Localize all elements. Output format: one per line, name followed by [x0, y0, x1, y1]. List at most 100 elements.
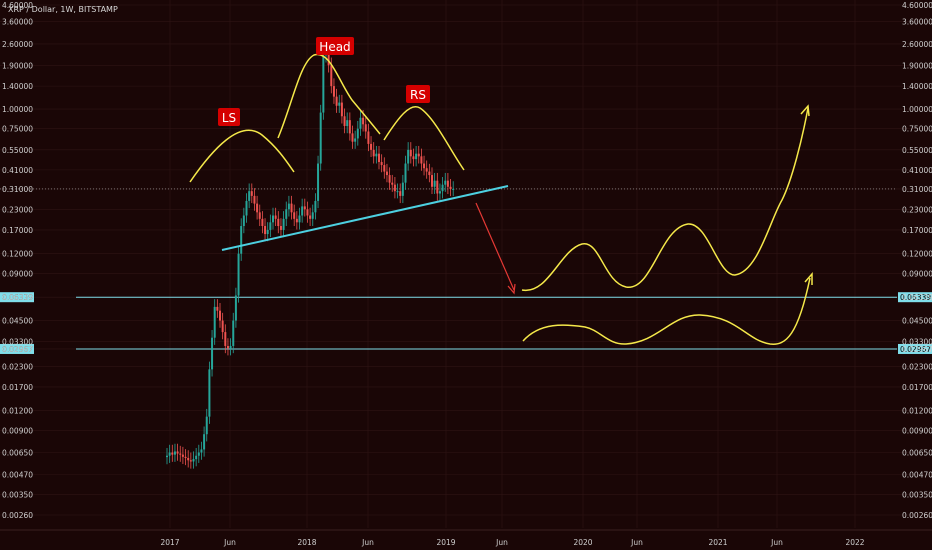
- svg-text:RS: RS: [410, 88, 426, 102]
- candle: [378, 145, 380, 170]
- x-tick-label: Jun: [223, 538, 236, 547]
- candle: [444, 172, 447, 192]
- x-tick-label: 2017: [160, 538, 179, 547]
- candle: [279, 218, 282, 238]
- y-tick-left: 3.60000: [2, 18, 33, 27]
- x-tick-label: Jun: [361, 538, 374, 547]
- y-tick-left: 0.00900: [2, 426, 33, 435]
- candle: [383, 157, 386, 179]
- x-tick-label: Jun: [770, 538, 783, 547]
- y-tick-left: 0.23000: [2, 205, 33, 214]
- x-tick-label: 2019: [436, 538, 455, 547]
- y-tick-right: 4.60000: [902, 1, 932, 10]
- candle: [311, 204, 314, 227]
- candle: [367, 123, 370, 152]
- y-tick-left: 0.03300: [2, 338, 33, 347]
- candle: [399, 183, 402, 204]
- candle: [274, 207, 277, 227]
- y-tick-left: 0.75000: [2, 125, 33, 134]
- candle: [171, 444, 174, 462]
- y-tick-right: 3.60000: [902, 18, 932, 27]
- neckline: [221, 185, 509, 251]
- candle: [272, 207, 274, 230]
- candle: [240, 218, 243, 261]
- y-tick-left: 0.31000: [2, 185, 33, 194]
- x-tick-label: Jun: [495, 538, 508, 547]
- y-tick-left: 0.02967: [2, 345, 33, 354]
- y-tick-right: 0.00650: [902, 449, 932, 458]
- candle: [351, 125, 354, 149]
- y-tick-left: 0.09000: [2, 269, 33, 278]
- y-tick-left: 0.17000: [2, 226, 33, 235]
- candle: [248, 183, 251, 209]
- candle: [221, 312, 224, 340]
- candle: [237, 245, 240, 303]
- candle: [359, 110, 362, 136]
- candle: [354, 130, 357, 149]
- candle: [166, 448, 168, 465]
- level-label-left: [0, 292, 34, 303]
- level-text-left: 0.06339: [2, 293, 33, 302]
- candle: [401, 174, 404, 204]
- candle: [407, 142, 410, 171]
- candle: [332, 78, 335, 104]
- candle: [303, 198, 306, 217]
- candle: [277, 211, 280, 234]
- y-tick-left: 0.00650: [2, 449, 33, 458]
- y-tick-left: 0.06339: [2, 293, 33, 302]
- breakdown-arrow: [475, 202, 515, 291]
- y-tick-left: 1.40000: [2, 82, 33, 91]
- y-tick-right: 0.01700: [902, 383, 932, 392]
- x-tick-label: 2022: [845, 538, 864, 547]
- candle: [423, 155, 426, 176]
- candle: [293, 204, 296, 227]
- candle: [205, 408, 208, 442]
- chart-title: XRP / Dollar, 1W, BITSTAMP: [8, 5, 118, 14]
- y-tick-right: 1.00000: [902, 105, 932, 114]
- right-shoulder-curve: [383, 106, 465, 171]
- y-tick-right: 0.09000: [902, 269, 932, 278]
- svg-text:LS: LS: [222, 111, 236, 125]
- candle: [346, 112, 349, 134]
- candle: [335, 88, 338, 113]
- y-tick-left: 1.00000: [2, 105, 33, 114]
- candle: [253, 188, 256, 211]
- x-tick-label: 2018: [297, 538, 316, 547]
- candle: [266, 222, 269, 242]
- level-label-right: [898, 343, 932, 354]
- y-tick-left: 0.01700: [2, 383, 33, 392]
- candle: [195, 448, 198, 467]
- candle: [213, 299, 216, 345]
- candle: [226, 338, 229, 356]
- y-tick-right: 0.03300: [902, 338, 932, 347]
- y-tick-left: 0.04500: [2, 317, 33, 326]
- candle: [436, 172, 439, 201]
- candle: [309, 207, 312, 227]
- candle: [322, 47, 325, 120]
- candle: [338, 94, 341, 113]
- candle: [298, 207, 301, 230]
- candle: [242, 207, 245, 234]
- candle: [396, 183, 399, 199]
- candle: [343, 108, 346, 134]
- candle: [181, 446, 184, 465]
- candle: [245, 193, 248, 223]
- candle: [317, 155, 320, 209]
- y-tick-right: 0.01200: [902, 407, 932, 416]
- candle: [232, 312, 235, 354]
- candle: [364, 116, 367, 139]
- projection-upper-arrowhead: [800, 104, 810, 117]
- candle: [385, 163, 388, 183]
- level-text-right: 0.02967: [900, 345, 931, 354]
- candle: [208, 361, 211, 424]
- y-tick-left: 0.41000: [2, 166, 33, 175]
- projection-lower-arrowhead: [804, 272, 813, 285]
- candle: [431, 167, 433, 194]
- y-tick-right: 0.75000: [902, 125, 932, 134]
- candle: [189, 452, 192, 469]
- y-tick-right: 2.60000: [902, 40, 932, 49]
- y-tick-right: 0.00260: [902, 511, 932, 520]
